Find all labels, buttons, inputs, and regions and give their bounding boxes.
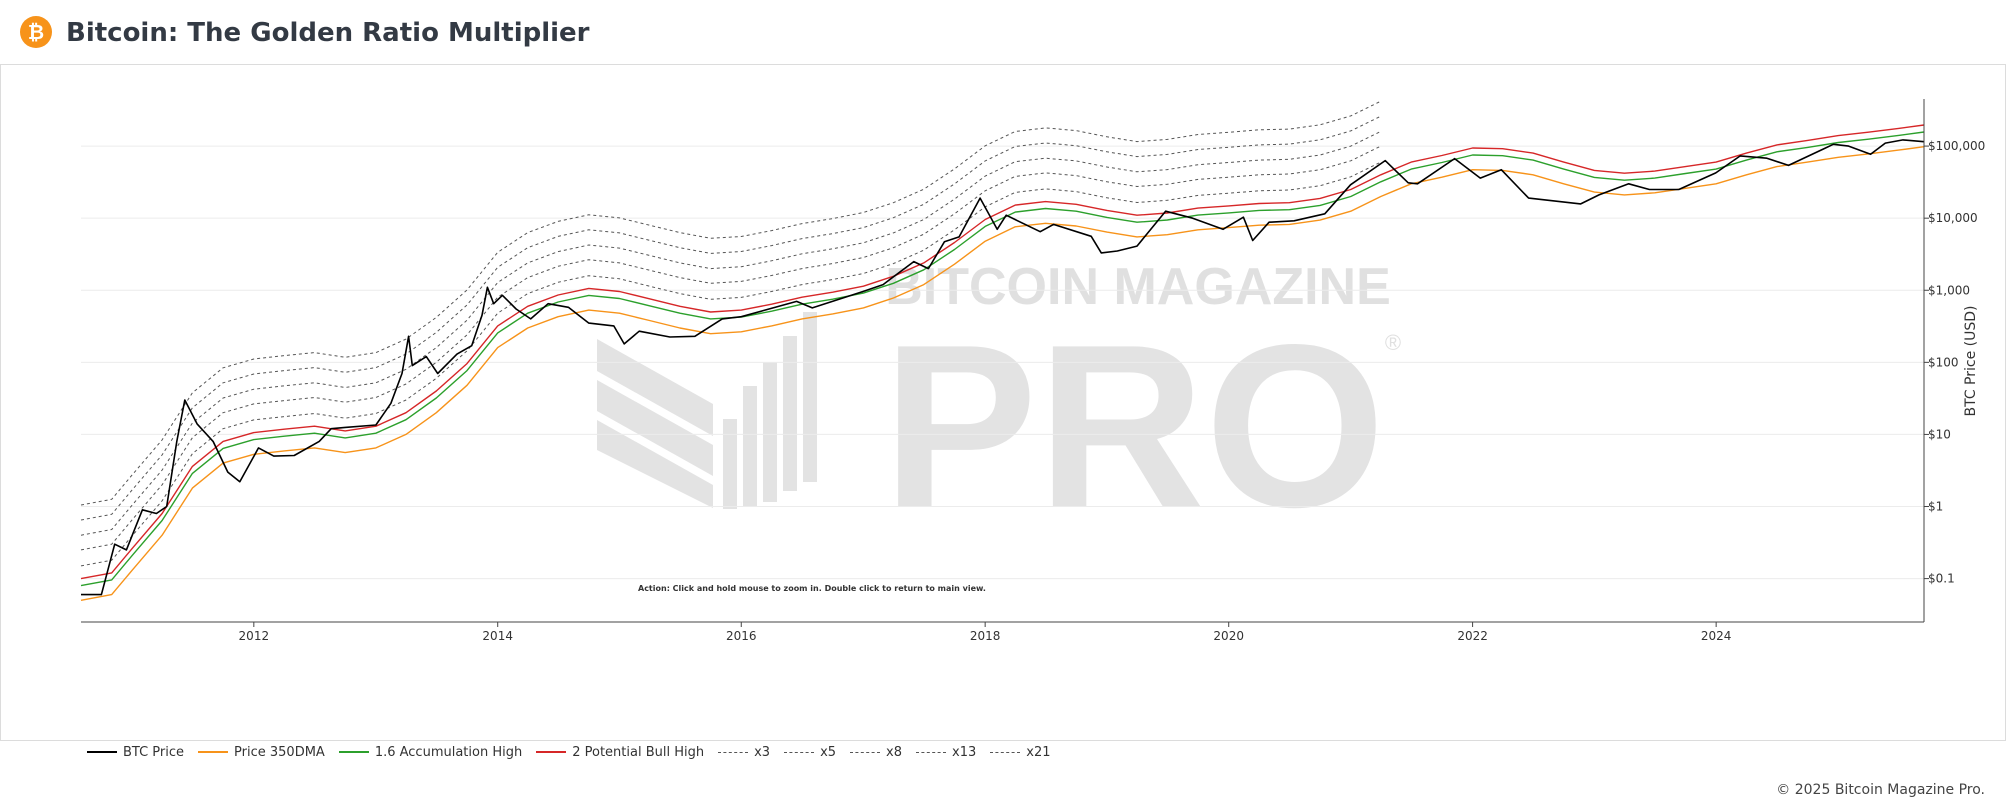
x-tick-label: 2018 bbox=[970, 629, 1001, 643]
watermark-registered: ® bbox=[1385, 330, 1401, 355]
chart-annotation: Action: Click and hold mouse to zoom in.… bbox=[638, 584, 986, 593]
legend-swatch bbox=[536, 751, 567, 753]
legend-swatch bbox=[850, 751, 881, 753]
legend-swatch bbox=[718, 751, 749, 753]
series-line-1-6-accumulation-high[interactable] bbox=[80, 131, 1925, 587]
chart-panel[interactable]: BITCOIN MAGAZINE PRO ® $0.1 $1 $10 $100 $1,0… bbox=[0, 64, 2006, 798]
watermark-emblem bbox=[597, 312, 817, 509]
copyright: © 2025 Bitcoin Magazine Pro. bbox=[1776, 782, 1985, 798]
legend-label: x8 bbox=[886, 744, 903, 760]
legend-item[interactable]: x21 bbox=[990, 744, 1051, 760]
series-line-price-350dma[interactable] bbox=[80, 146, 1925, 601]
y-tick-label: $0.1 bbox=[1928, 572, 1955, 586]
series-line-btc-price[interactable] bbox=[81, 139, 1925, 596]
legend-item[interactable]: 2 Potential Bull High bbox=[536, 745, 704, 760]
watermark-line1: BITCOIN MAGAZINE bbox=[885, 258, 1391, 316]
series-line-x8[interactable] bbox=[80, 130, 1382, 536]
watermark: BITCOIN MAGAZINE PRO ® bbox=[597, 258, 1401, 556]
x-tick-label: 2014 bbox=[482, 629, 513, 643]
bitcoin-logo-icon: ₿ bbox=[20, 16, 52, 48]
legend-item[interactable]: 1.6 Accumulation High bbox=[338, 744, 523, 760]
x-tick-label: 2024 bbox=[1701, 629, 1732, 643]
y-tick-label: $100,000 bbox=[1928, 139, 1985, 153]
x-tick-label: 2012 bbox=[239, 629, 270, 643]
legend-label: 2 Potential Bull High bbox=[572, 744, 705, 760]
page-title: Bitcoin: The Golden Ratio Multiplier bbox=[66, 18, 590, 48]
y-tick-label: $100 bbox=[1928, 355, 1959, 369]
legend-item[interactable]: x5 bbox=[784, 745, 836, 760]
legend-swatch bbox=[916, 751, 947, 753]
legend-label: x21 bbox=[1026, 744, 1051, 760]
series-line-x5[interactable] bbox=[80, 145, 1382, 551]
legend-label: 1.6 Accumulation High bbox=[374, 744, 523, 760]
page-header: ₿ Bitcoin: The Golden Ratio Multiplier bbox=[0, 0, 2006, 65]
series-line-2-potential-bull-high[interactable] bbox=[80, 124, 1925, 580]
chart[interactable]: BITCOIN MAGAZINE PRO ® $0.1 $1 $10 $100 $1,0… bbox=[1, 64, 2005, 740]
y-tick-label: $1 bbox=[1928, 500, 1943, 514]
legend-item[interactable]: x13 bbox=[916, 745, 976, 760]
legend-item[interactable]: Price 350DMA bbox=[198, 745, 325, 760]
legend-label: x3 bbox=[754, 744, 771, 760]
x-tick-label: 2016 bbox=[726, 629, 757, 643]
legend-item[interactable]: x3 bbox=[718, 745, 770, 760]
y-tick-label: $10,000 bbox=[1928, 211, 1978, 225]
legend-swatch bbox=[198, 751, 229, 753]
y-tick-label: $1,000 bbox=[1928, 283, 1970, 297]
watermark-line2: PRO bbox=[883, 297, 1386, 556]
legend-label: x5 bbox=[820, 744, 837, 760]
legend-swatch bbox=[338, 751, 369, 753]
series-line-x21[interactable] bbox=[80, 100, 1382, 506]
legend-item[interactable]: BTC Price bbox=[87, 745, 184, 760]
chart-legend: BTC Price Price 350DMA 1.6 Accumulation Hi… bbox=[87, 742, 1065, 762]
y-axis-label: BTC Price (USD) bbox=[1963, 305, 1979, 416]
axes: $0.1 $1 $10 $100 $1,000 $10,000 $100,000 2012 20… bbox=[81, 99, 1985, 643]
series-line-x13[interactable] bbox=[80, 115, 1382, 521]
legend-item[interactable]: x8 bbox=[850, 745, 902, 760]
legend-swatch bbox=[87, 751, 117, 753]
gridlines bbox=[81, 145, 1924, 580]
x-tick-label: 2022 bbox=[1457, 629, 1488, 643]
legend-swatch bbox=[784, 751, 815, 753]
y-tick-label: $10 bbox=[1928, 427, 1951, 441]
legend-label: BTC Price bbox=[123, 744, 185, 760]
x-tick-label: 2020 bbox=[1213, 629, 1244, 643]
plot-area[interactable] bbox=[80, 100, 1925, 601]
legend-swatch bbox=[990, 751, 1021, 753]
legend-label: x13 bbox=[952, 744, 977, 760]
legend-label: Price 350DMA bbox=[234, 744, 325, 760]
series-line-x3[interactable] bbox=[80, 161, 1382, 567]
